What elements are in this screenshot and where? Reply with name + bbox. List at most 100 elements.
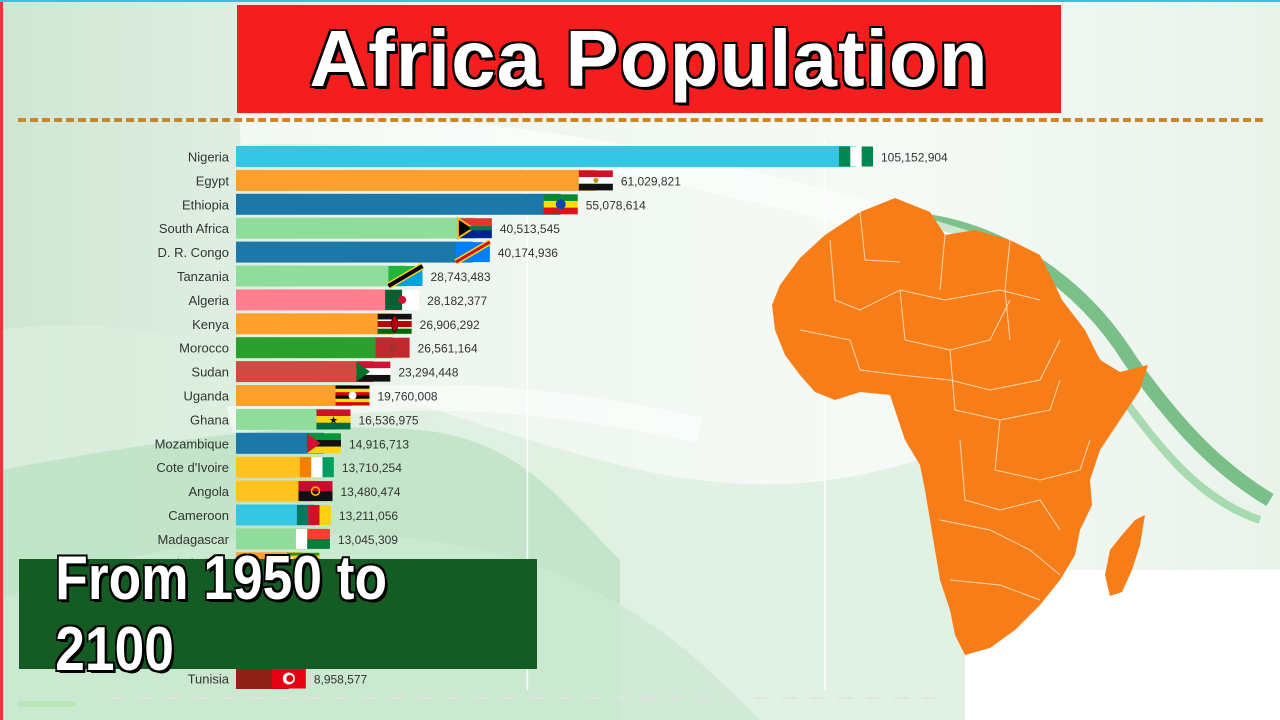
bar-nigeria <box>236 146 856 167</box>
flag-tanzania-icon <box>386 262 425 290</box>
flag-cameroon-icon <box>296 505 331 525</box>
category-label: Sudan <box>191 365 229 380</box>
axis-tick-mark <box>894 697 908 699</box>
axis-tick-mark <box>166 697 180 699</box>
value-label: 61,029,821 <box>621 174 681 188</box>
flag-uganda-icon <box>335 385 370 406</box>
category-label: Tunisia <box>188 672 230 687</box>
value-label: 28,743,483 <box>430 270 490 284</box>
frame-edge-left <box>0 0 3 720</box>
flag-ethiopia-icon <box>543 194 578 215</box>
category-label: Algeria <box>189 293 230 308</box>
title-banner: Africa Population <box>237 5 1061 113</box>
chart-subtitle: From 1950 to 2100 <box>55 544 388 684</box>
axis-tick-mark <box>642 697 656 699</box>
axis-tick-mark <box>698 697 712 699</box>
axis-tick-mark <box>754 697 768 699</box>
category-label: Ghana <box>190 412 230 427</box>
axis-tick-mark <box>726 697 740 699</box>
bar-uganda <box>236 385 353 406</box>
bar-algeria <box>236 289 403 311</box>
bar-egypt <box>236 169 596 191</box>
bar-ethiopia <box>236 193 561 215</box>
axis-tick-mark <box>250 697 264 699</box>
axis-tick-mark <box>110 697 124 699</box>
flag-dr-congo-icon <box>454 239 492 265</box>
flag-mozambique-icon <box>306 433 341 454</box>
value-label: 8,958,577 <box>314 673 368 687</box>
bar-tanzania <box>236 265 406 287</box>
category-label: Mozambique <box>155 436 229 451</box>
axis-tick-mark <box>362 697 376 699</box>
category-label: Cote d'Ivoire <box>156 460 229 475</box>
axis-tick-mark <box>502 697 516 699</box>
bar-cameroon <box>236 504 314 526</box>
flag-kenya-icon <box>377 313 412 334</box>
value-label: 13,045,309 <box>338 533 398 547</box>
axis-tick-mark <box>782 697 796 699</box>
flag-egypt-icon <box>578 170 613 191</box>
bar-kenya <box>236 313 395 335</box>
value-label: 19,760,008 <box>378 390 438 404</box>
flag-morocco-icon: ☆ <box>375 337 410 358</box>
subtitle-banner: From 1950 to 2100 <box>19 544 537 684</box>
bar-sudan <box>236 361 374 383</box>
value-label: 26,561,164 <box>418 342 478 356</box>
axis-tick-mark <box>586 697 600 699</box>
value-label: 13,710,254 <box>342 461 402 475</box>
axis-tick-mark <box>922 697 936 699</box>
svg-text:☆: ☆ <box>388 344 397 355</box>
value-label: 14,916,713 <box>349 437 409 451</box>
value-label: 13,211,056 <box>339 509 398 523</box>
category-label: Angola <box>189 484 230 499</box>
country-borders <box>799 211 1091 601</box>
category-label: Nigeria <box>188 150 230 165</box>
svg-text:★: ★ <box>329 415 338 426</box>
flag-angola-icon <box>298 481 333 502</box>
category-label: Morocco <box>179 341 229 356</box>
category-label: Ethiopia <box>182 197 230 212</box>
value-label: 23,294,448 <box>398 366 458 380</box>
flag-south-africa-icon <box>456 216 492 241</box>
category-label: South Africa <box>159 221 230 236</box>
axis-tick-mark <box>614 697 628 699</box>
axis-tick-mark <box>278 697 292 699</box>
category-label: Kenya <box>192 317 230 332</box>
bar-cote-divoire <box>236 456 317 478</box>
axis-tick-mark <box>222 697 236 699</box>
flag-tunisia-icon <box>271 668 306 689</box>
value-label: 28,182,377 <box>427 294 487 308</box>
bar-morocco <box>236 337 393 359</box>
flag-ghana-icon: ★ <box>316 409 351 430</box>
axis-tick-mark <box>866 697 880 699</box>
bar-mozambique <box>236 432 324 454</box>
axis-tick-mark <box>418 697 432 699</box>
axis-tick-mark <box>810 697 824 699</box>
value-label: 16,536,975 <box>359 413 419 427</box>
africa-continent-shape <box>772 198 1148 655</box>
flag-madagascar-icon <box>295 528 330 549</box>
bar-south-africa <box>236 217 475 239</box>
chart-title: Africa Population <box>309 14 989 103</box>
category-label: Cameroon <box>168 508 229 523</box>
category-label: D. R. Congo <box>157 245 229 260</box>
timeline-slider[interactable] <box>18 701 76 707</box>
bar-ghana <box>236 408 334 430</box>
axis-tick-mark <box>446 697 460 699</box>
value-label: 55,078,614 <box>586 198 646 212</box>
axis-tick-mark <box>530 697 544 699</box>
axis-tick-mark <box>390 697 404 699</box>
axis-tick-mark <box>670 697 684 699</box>
axis-tick-mark <box>138 697 152 699</box>
axis-tick-mark <box>558 697 572 699</box>
axis-tick-mark <box>838 697 852 699</box>
labels: Nigeria 105,152,904 Egypt 61,029,821 Ethiopi… <box>110 150 948 699</box>
category-label: Madagascar <box>157 532 229 547</box>
value-label: 105,152,904 <box>881 151 948 165</box>
value-label: 26,906,292 <box>420 318 480 332</box>
axis-tick-mark <box>194 697 208 699</box>
madagascar-shape <box>1105 515 1145 596</box>
axis-tick-mark <box>334 697 348 699</box>
